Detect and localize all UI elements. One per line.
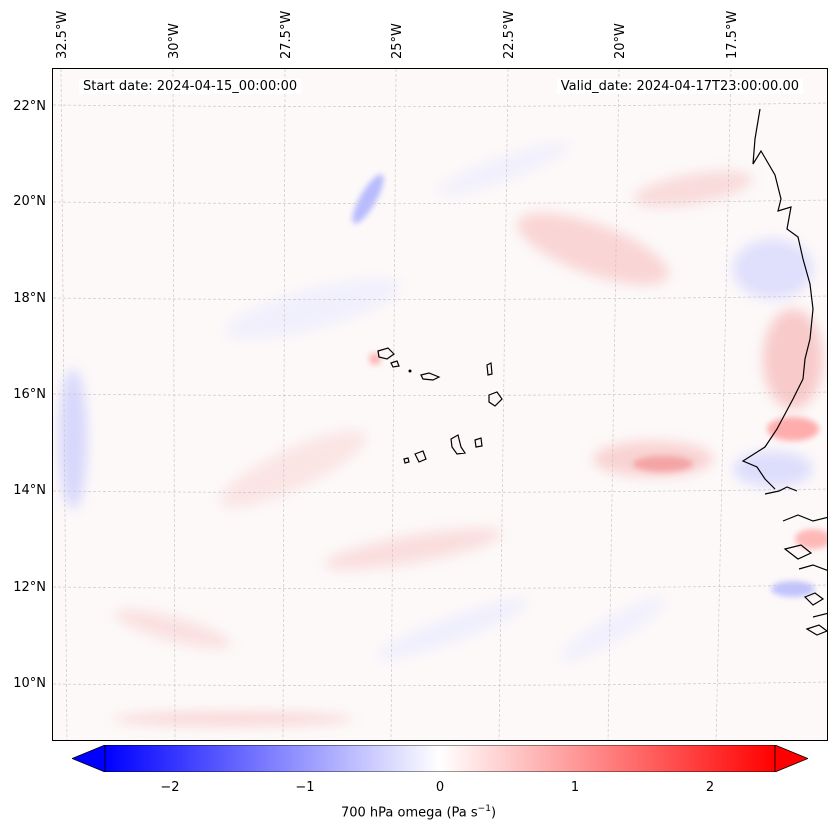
island-boa-vista: [488, 391, 503, 407]
longitude-label-32-5w: 32.5°W: [55, 10, 70, 59]
colorbar-tick-1: 1: [570, 780, 580, 795]
longitude-label-17-5w: 17.5°W: [725, 10, 740, 59]
colorbar-tick-0: 0: [435, 780, 445, 795]
longitude-label-20w: 20°W: [613, 23, 628, 59]
colorbar-extend-high: [774, 745, 808, 772]
valid-date-label: Valid_date: 2024-04-17T23:00:00.00: [556, 79, 803, 94]
cape-verde-islands: [377, 347, 503, 464]
map-panel: Start date: 2024-04-15_00:00:00 Valid_da…: [52, 68, 828, 741]
graticule: [53, 69, 827, 740]
colorbar: [72, 745, 808, 772]
colorbar-title-close: ): [490, 805, 497, 821]
colorbar-tick-minus-2: −2: [160, 780, 180, 795]
island-sao-vicente: [390, 360, 400, 368]
guinea-coast-1: [798, 564, 827, 571]
gambia-coast: [764, 486, 798, 495]
guinea-bissau-coast: [782, 514, 827, 522]
islet: [408, 369, 412, 373]
omega-field-map: [53, 69, 827, 740]
mauritania-senegal-coast: [741, 108, 814, 490]
colorbar-gradient: [104, 745, 776, 772]
guinea-islands: [803, 592, 825, 606]
longitude-label-25w: 25°W: [390, 23, 405, 59]
island-santo-antao: [377, 347, 395, 360]
latitude-label-16n: 16°N: [13, 387, 46, 402]
latitude-label-20n: 20°N: [13, 194, 46, 209]
longitude-label-27-5w: 27.5°W: [279, 10, 294, 59]
colorbar-title-text: 700 hPa omega (Pa s: [340, 805, 478, 821]
colorbar-extend-low: [72, 745, 106, 772]
island-sal: [486, 362, 493, 376]
longitude-label-22-5w: 22.5°W: [502, 10, 517, 59]
island-brava: [403, 457, 410, 464]
guinea-bissau-islands: [783, 544, 813, 560]
colorbar-title-exponent: −1: [477, 804, 491, 814]
latitude-label-18n: 18°N: [13, 291, 46, 306]
island-fogo: [414, 450, 427, 463]
island-sao-nicolau: [420, 372, 441, 381]
colorbar-tick-minus-1: −1: [295, 780, 315, 795]
island-santiago: [450, 434, 467, 455]
latitude-label-12n: 12°N: [13, 580, 46, 595]
sierra-leone-islands: [805, 624, 827, 636]
colorbar-title: 700 hPa omega (Pa s−1): [0, 804, 837, 820]
guinea-coast-2: [812, 612, 827, 618]
latitude-label-22n: 22°N: [13, 99, 46, 114]
island-maio: [474, 437, 483, 448]
start-date-label: Start date: 2024-04-15_00:00:00: [79, 79, 302, 94]
latitude-label-10n: 10°N: [13, 676, 46, 691]
west-africa-coastline: [741, 108, 827, 636]
longitude-label-30w: 30°W: [167, 23, 182, 59]
colorbar-tick-2: 2: [705, 780, 715, 795]
omega-shading: [59, 142, 827, 726]
latitude-label-14n: 14°N: [13, 483, 46, 498]
